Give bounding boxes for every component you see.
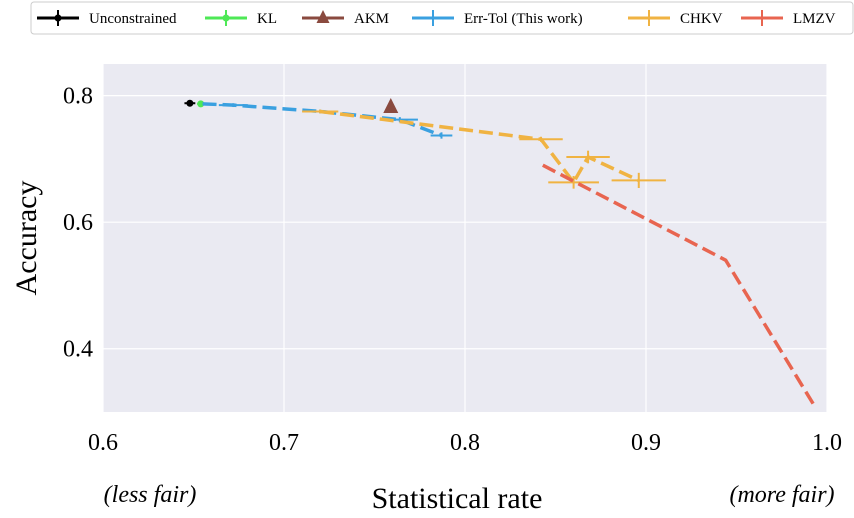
series-lmzv	[542, 163, 816, 407]
legend-label: AKM	[354, 11, 389, 27]
legend-label: KL	[257, 11, 277, 27]
data-point	[197, 100, 205, 108]
series-akm	[383, 98, 399, 114]
legend-entry-chkv: CHKV	[628, 10, 723, 27]
y-axis-label: Accuracy	[10, 181, 43, 296]
series-unconstrained	[184, 99, 196, 107]
legend-entry-akm: AKM	[302, 10, 389, 27]
legend-label: Unconstrained	[89, 11, 177, 27]
x-tick-label: 0.7	[269, 430, 299, 456]
series-chkv	[302, 109, 666, 189]
legend-label: LMZV	[793, 11, 836, 27]
series-layer	[184, 98, 816, 407]
more-fair-note: (more fair)	[729, 482, 834, 508]
y-tick-label: 0.8	[63, 84, 93, 110]
legend-entry-err-tol-this-work: Err-Tol (This work)	[412, 10, 583, 27]
y-tick-label: 0.6	[63, 210, 93, 236]
legend-point	[222, 14, 230, 22]
y-tick-labels: 0.4 0.6 0.8	[63, 84, 93, 363]
x-axis-label: Statistical rate	[372, 482, 543, 515]
data-point	[383, 98, 399, 114]
x-tick-labels: 0.6 0.7 0.8 0.9 1.0	[88, 430, 842, 456]
x-tick-label: 1.0	[812, 430, 842, 456]
legend-label: Err-Tol (This work)	[464, 11, 583, 27]
series-line-lmzv	[542, 163, 816, 407]
data-point	[186, 99, 194, 107]
legend-point	[54, 14, 62, 22]
less-fair-note: (less fair)	[104, 482, 197, 508]
legend: Unconstrained KL AKM Err-Tol (This work) CHK…	[30, 1, 854, 35]
series-line-chkv	[319, 109, 640, 185]
legend-marker	[316, 10, 330, 23]
grid-lines	[102, 64, 828, 412]
y-tick-label: 0.4	[63, 337, 93, 363]
legend-entry-kl: KL	[205, 10, 277, 27]
x-tick-label: 0.6	[88, 430, 118, 456]
legend-label: CHKV	[680, 11, 723, 27]
x-tick-label: 0.9	[631, 430, 661, 456]
x-tick-label: 0.8	[450, 430, 480, 456]
legend-entry-unconstrained: Unconstrained	[37, 10, 177, 27]
legend-entry-lmzv: LMZV	[741, 10, 836, 27]
